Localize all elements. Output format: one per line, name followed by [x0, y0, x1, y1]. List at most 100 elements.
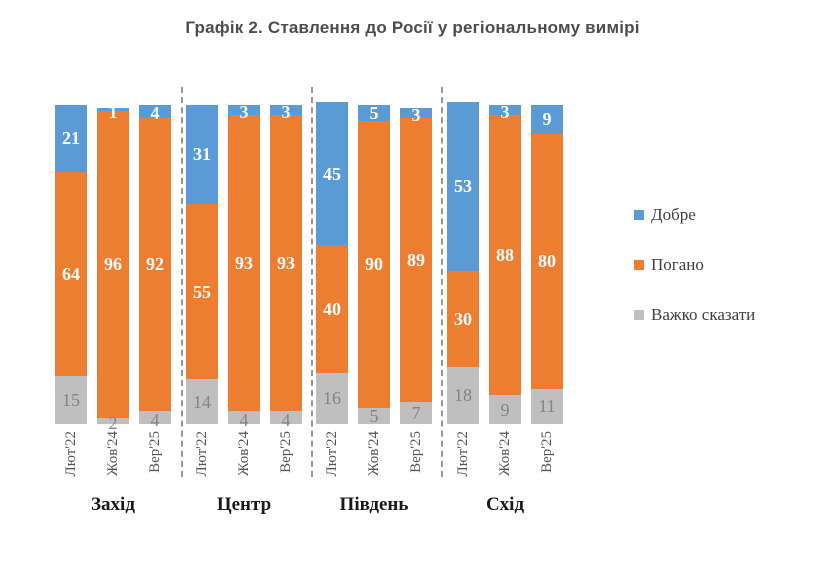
bar-segment-Погано: 64: [55, 171, 87, 377]
legend-label: Добре: [651, 204, 696, 224]
x-tick-label: Вер'25: [270, 431, 302, 495]
bar-segment-Добре: 9: [531, 105, 563, 134]
stacked-bar-Південь-Лют'22: 45 40 16: [316, 101, 348, 424]
stacked-bar-Захід-Вер'25: 4 92 4: [139, 104, 171, 429]
stacked-bar-Захід-Лют'22: 21 64 15: [55, 105, 87, 424]
x-tick-label: Вер'25: [139, 431, 171, 495]
bar-segment-Погано: 30: [447, 270, 479, 367]
bar-value-label: 1: [108, 101, 118, 122]
bar-segment-Погано: 93: [228, 114, 260, 412]
x-tick-text: Вер'25: [407, 431, 424, 473]
group-separator-line: [311, 87, 313, 477]
bar-segment-Важко сказати: 14: [186, 379, 218, 424]
bar-segment-Важко сказати: 18: [447, 366, 479, 424]
bar-value-label: 64: [62, 264, 80, 285]
bar-segment-Погано: 93: [270, 114, 302, 412]
bar-segment-Погано: 96: [97, 111, 129, 418]
bar-value-label: 5: [369, 406, 379, 426]
bar-segment-Добре: 3: [489, 103, 521, 121]
bar-segment-Важко сказати: 5: [358, 406, 390, 426]
bar-segment-Добре: 21: [55, 105, 87, 172]
legend-swatch-icon: [634, 209, 644, 220]
bar-value-label: 3: [411, 104, 421, 125]
legend-label: Важко сказати: [651, 304, 756, 324]
x-tick-text: Вер'25: [538, 431, 555, 473]
bar-value-label: 88: [496, 244, 514, 265]
legend-swatch-icon: [634, 259, 644, 270]
bar-value-label: 3: [239, 101, 249, 122]
group-separator-line: [181, 87, 183, 477]
bar-segment-Важко сказати: 4: [228, 411, 260, 429]
x-tick-text: Лют'22: [193, 431, 210, 477]
bar-value-label: 15: [62, 390, 80, 411]
x-tick-text: Жов'24: [365, 431, 382, 476]
bar-segment-Добре: 3: [228, 103, 260, 121]
bar-value-label: 89: [407, 249, 425, 270]
x-tick-label: Вер'25: [531, 431, 563, 495]
x-tick-label: Лют'22: [447, 431, 479, 495]
bar-value-label: 3: [500, 101, 510, 122]
x-tick-label: Лют'22: [55, 431, 87, 495]
group-label-Центр: Центр: [216, 494, 272, 515]
bar-value-label: 9: [542, 109, 552, 130]
bar-value-label: 4: [150, 409, 160, 430]
group-label-Схід: Схід: [485, 494, 525, 515]
stacked-bar-Схід-Вер'25: 9 80 11: [531, 105, 563, 424]
bar-value-label: 30: [454, 308, 472, 329]
bar-value-label: 16: [323, 388, 341, 409]
bar-segment-Важко сказати: 2: [97, 414, 129, 432]
x-tick-text: Вер'25: [146, 431, 163, 473]
bar-segment-Важко сказати: 15: [55, 376, 87, 424]
legend: Добре Погано Важко сказати: [634, 203, 755, 353]
legend-swatch-icon: [634, 309, 644, 320]
bar-segment-Добре: 53: [447, 101, 479, 271]
bar-value-label: 96: [104, 254, 122, 275]
bar-value-label: 5: [369, 102, 379, 123]
bar-segment-Добре: 4: [139, 104, 171, 122]
legend-item: Важко сказати: [634, 303, 755, 326]
stacked-bar-Центр-Лют'22: 31 55 14: [186, 105, 218, 424]
legend-label: Погано: [651, 254, 704, 274]
x-tick-text: Жов'24: [235, 431, 252, 476]
bar-value-label: 45: [323, 163, 341, 184]
bar-segment-Важко сказати: 4: [139, 411, 171, 429]
bar-value-label: 18: [454, 385, 472, 406]
bar-value-label: 2: [108, 412, 118, 433]
bar-segment-Погано: 92: [139, 117, 171, 412]
bar-segment-Важко сказати: 16: [316, 372, 348, 424]
bar-value-label: 4: [281, 409, 291, 430]
bar-segment-Погано: 88: [489, 114, 521, 396]
stacked-bar-Схід-Лют'22: 53 30 18: [447, 101, 479, 424]
bar-segment-Добре: 45: [316, 101, 348, 246]
x-tick-label: Лют'22: [316, 431, 348, 495]
x-tick-text: Вер'25: [277, 431, 294, 473]
legend-item: Погано: [634, 253, 755, 276]
bar-value-label: 92: [146, 254, 164, 275]
bar-segment-Важко сказати: 11: [531, 388, 563, 424]
stacked-bar-Захід-Жов'24: 1 96 2: [97, 103, 129, 432]
bar-segment-Важко сказати: 9: [489, 395, 521, 424]
bar-segment-Погано: 55: [186, 203, 218, 380]
bar-segment-Добре: 3: [270, 103, 302, 121]
bar-segment-Важко сказати: 7: [400, 401, 432, 424]
bar-segment-Добре: 1: [97, 103, 129, 121]
bar-value-label: 4: [239, 409, 249, 430]
x-tick-text: Лют'22: [323, 431, 340, 477]
bar-value-label: 4: [150, 103, 160, 124]
group-label-Захід: Захід: [91, 494, 135, 515]
x-tick-label: Жов'24: [489, 431, 521, 495]
stacked-bar-Центр-Вер'25: 3 93 4: [270, 103, 302, 429]
x-tick-text: Жов'24: [496, 431, 513, 476]
x-tick-label: Жов'24: [97, 431, 129, 495]
bar-value-label: 40: [323, 299, 341, 320]
bar-value-label: 21: [62, 128, 80, 149]
bar-segment-Погано: 40: [316, 245, 348, 373]
legend-item: Добре: [634, 203, 755, 226]
bar-value-label: 93: [235, 252, 253, 273]
bar-value-label: 90: [365, 254, 383, 275]
bar-value-label: 14: [193, 391, 211, 412]
bar-segment-Погано: 80: [531, 133, 563, 389]
x-tick-text: Лют'22: [454, 431, 471, 477]
bar-segment-Добре: 3: [400, 106, 432, 124]
